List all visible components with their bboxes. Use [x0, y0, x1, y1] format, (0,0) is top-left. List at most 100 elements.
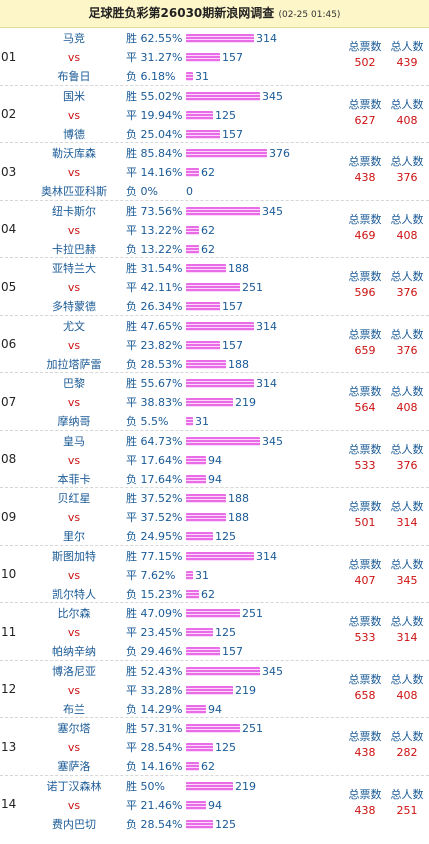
lose-row: 本菲卡 负 17.64% 94 — [0, 470, 344, 489]
away-team[interactable]: 本菲卡 — [57, 472, 91, 486]
total-votes-label: 总票数 — [348, 212, 382, 226]
row-divider — [0, 774, 429, 776]
win-vote-bar — [186, 321, 254, 331]
home-team[interactable]: 贝红星 — [57, 492, 91, 505]
match-row: 13 塞尔塔 胜 57.31% 251 vs 平 28.54% 125 塞萨洛 … — [0, 718, 429, 776]
home-team[interactable]: 斯图加特 — [52, 549, 96, 563]
total-people-value: 251 — [396, 803, 418, 817]
total-people-value: 314 — [396, 631, 418, 644]
away-team[interactable]: 博德 — [63, 127, 85, 141]
home-team[interactable]: 勒沃库森 — [52, 147, 96, 160]
win-vote-bar — [186, 609, 240, 618]
total-people-label: 总人数 — [390, 270, 424, 283]
row-divider — [0, 487, 429, 488]
away-team[interactable]: 帕纳辛纳 — [52, 645, 96, 658]
total-votes-value: 564 — [354, 401, 376, 414]
lose-percent-label: 负 28.54% — [126, 817, 183, 831]
win-row: 国米 胜 55.02% 345 — [0, 87, 344, 106]
lose-row: 帕纳辛纳 负 29.46% 157 — [0, 642, 344, 661]
home-team[interactable]: 亚特兰大 — [52, 262, 96, 275]
row-divider — [0, 84, 429, 86]
match-number: 11 — [1, 624, 17, 639]
win-row: 斯图加特 胜 77.15% 314 — [0, 547, 344, 566]
total-people-value: 408 — [396, 113, 418, 127]
draw-row: vs 平 19.94% 125 — [0, 106, 344, 125]
home-team[interactable]: 尤文 — [63, 319, 85, 333]
away-team[interactable]: 奥林匹亚科斯 — [41, 185, 107, 198]
lose-row: 布兰 负 14.29% 94 — [0, 700, 344, 719]
lose-percent-label: 负 6.18% — [126, 70, 176, 83]
win-vote-bar — [186, 436, 260, 446]
lose-vote-bar — [186, 302, 220, 311]
total-people-value: 376 — [396, 343, 418, 357]
home-team[interactable]: 马竞 — [63, 32, 85, 45]
total-votes-value: 659 — [354, 343, 376, 357]
home-team[interactable]: 塞尔塔 — [57, 722, 91, 735]
home-team[interactable]: 博洛尼亚 — [52, 664, 96, 678]
match-number: 12 — [1, 682, 17, 697]
home-team[interactable]: 皇马 — [63, 434, 85, 448]
total-people-value: 408 — [396, 228, 418, 242]
draw-percent-label: 平 14.16% — [126, 166, 183, 179]
lose-vote-bar — [186, 72, 193, 81]
home-team[interactable]: 诺丁汉森林 — [46, 779, 102, 793]
lose-percent-label: 负 26.34% — [126, 300, 183, 313]
draw-row: vs 平 17.64% 94 — [0, 451, 344, 470]
away-team[interactable]: 摩纳哥 — [57, 415, 91, 428]
draw-vote-bar — [186, 398, 233, 407]
away-team[interactable]: 塞萨洛 — [57, 760, 91, 773]
draw-vote-count: 94 — [208, 453, 222, 467]
win-row: 马竞 胜 62.55% 314 — [0, 29, 344, 48]
vs-label: vs — [67, 281, 81, 294]
match-row: 14 诺丁汉森林 胜 50% 219 vs 平 21.46% 94 费内巴切 负… — [0, 776, 429, 834]
lose-vote-count: 157 — [222, 645, 243, 658]
draw-vote-bar — [186, 570, 193, 580]
win-vote-count: 251 — [242, 722, 263, 735]
away-team[interactable]: 费内巴切 — [52, 817, 96, 831]
vs-label: vs — [67, 511, 81, 524]
lose-percent-label: 负 28.53% — [126, 357, 183, 371]
win-vote-bar — [186, 379, 254, 388]
away-team[interactable]: 加拉塔萨雷 — [46, 357, 102, 371]
lose-percent-label: 负 15.23% — [126, 587, 183, 601]
draw-row: vs 平 31.27% 157 — [0, 48, 344, 67]
lose-vote-count: 62 — [201, 760, 215, 773]
win-vote-count: 345 — [262, 434, 283, 448]
match-row: 02 国米 胜 55.02% 345 vs 平 19.94% 125 博德 负 … — [0, 86, 429, 143]
draw-percent-label: 平 23.82% — [126, 338, 183, 352]
lose-vote-bar — [186, 819, 213, 829]
away-team[interactable]: 布鲁日 — [57, 70, 91, 83]
win-row: 亚特兰大 胜 31.54% 188 — [0, 259, 344, 278]
home-team[interactable]: 国米 — [63, 89, 85, 103]
draw-row: vs 平 28.54% 125 — [0, 738, 344, 757]
total-people-value: 376 — [396, 458, 418, 472]
lose-row: 摩纳哥 负 5.5% 31 — [0, 412, 344, 431]
total-people-label: 总人数 — [390, 672, 424, 686]
away-team[interactable]: 里尔 — [63, 530, 85, 543]
vs-label: vs — [67, 798, 81, 812]
total-votes-label: 总票数 — [348, 385, 382, 398]
draw-row: vs 平 37.52% 188 — [0, 508, 344, 527]
lose-vote-count: 94 — [208, 702, 222, 716]
row-divider — [0, 372, 429, 373]
total-people-label: 总人数 — [390, 155, 424, 168]
draw-percent-label: 平 33.28% — [126, 683, 183, 697]
match-number: 01 — [1, 49, 17, 64]
lose-vote-count: 125 — [215, 530, 236, 543]
away-team[interactable]: 卡拉巴赫 — [52, 242, 96, 256]
lose-vote-bar — [186, 647, 220, 656]
win-vote-bar — [186, 724, 240, 733]
win-vote-count: 188 — [228, 492, 249, 505]
total-votes-value: 627 — [354, 113, 376, 127]
away-team[interactable]: 多特蒙德 — [52, 300, 96, 313]
home-team[interactable]: 巴黎 — [63, 377, 85, 390]
draw-vote-count: 31 — [195, 568, 209, 582]
away-team[interactable]: 凯尔特人 — [52, 587, 96, 601]
home-team[interactable]: 纽卡斯尔 — [52, 204, 96, 218]
total-votes-value: 438 — [354, 746, 376, 759]
draw-vote-bar — [186, 743, 213, 752]
total-people-label: 总人数 — [390, 40, 424, 53]
lose-row: 费内巴切 负 28.54% 125 — [0, 815, 344, 834]
home-team[interactable]: 比尔森 — [57, 607, 91, 620]
away-team[interactable]: 布兰 — [63, 702, 85, 716]
